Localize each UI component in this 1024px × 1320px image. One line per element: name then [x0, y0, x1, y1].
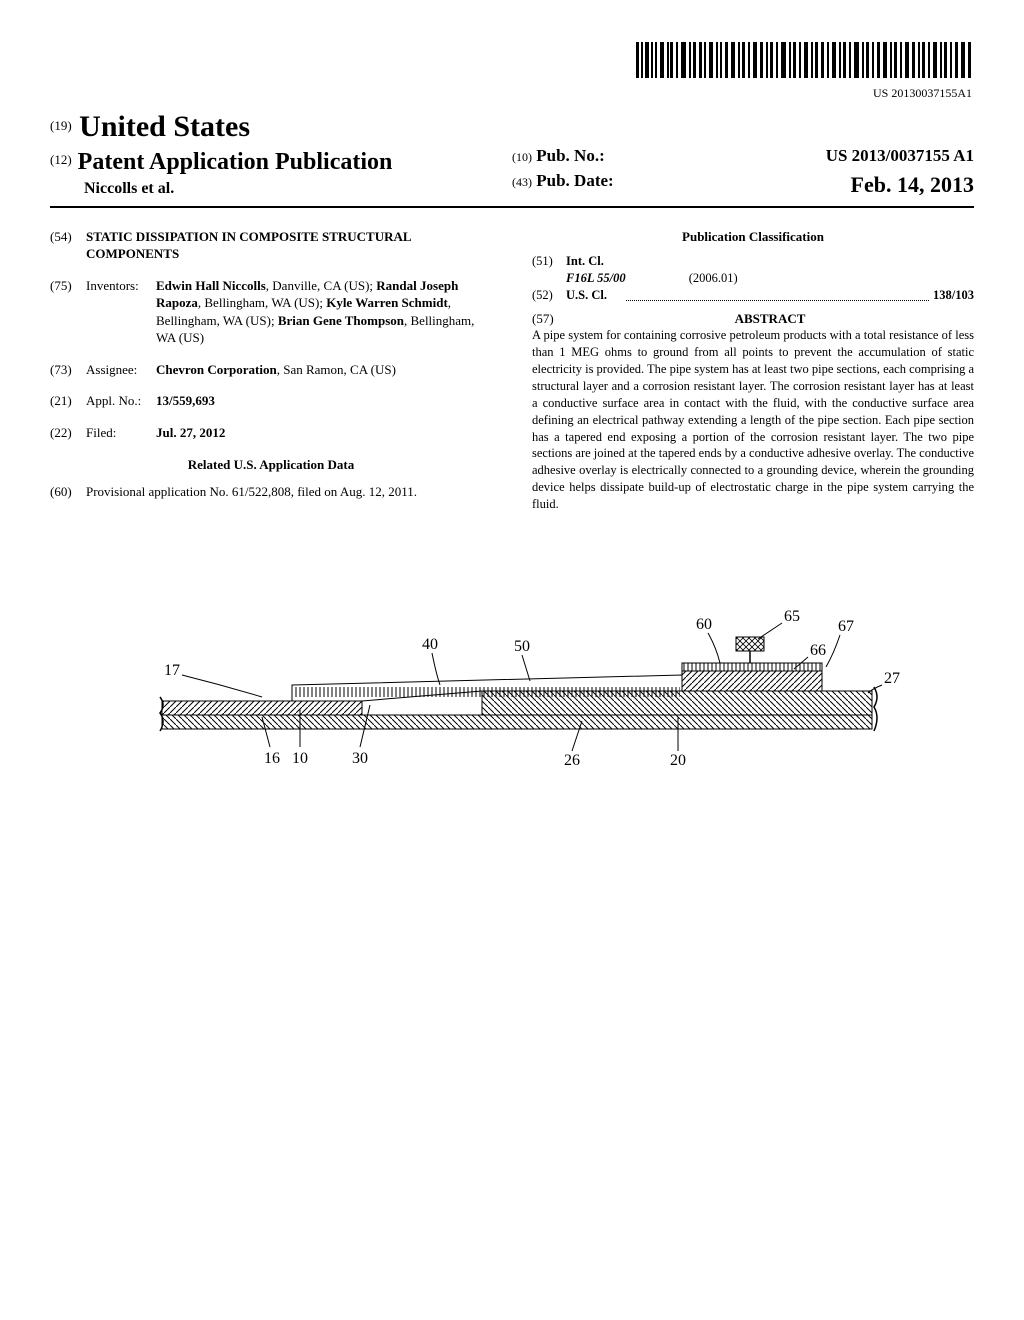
svg-text:65: 65	[784, 608, 800, 625]
int-cl-content: Int. Cl. F16L 55/00 (2006.01)	[566, 253, 974, 287]
figure: 17 16 10 30 40 50 26 20 60	[50, 575, 974, 800]
label-21: Appl. No.:	[86, 392, 156, 410]
figure-svg: 17 16 10 30 40 50 26 20 60	[122, 575, 902, 795]
ipc: F16L 55/00	[566, 271, 626, 285]
prefix-43: (43)	[512, 175, 532, 189]
doc-type-line: (12) Patent Application Publication	[50, 146, 512, 178]
provisional: Provisional application No. 61/522,808, …	[86, 483, 492, 501]
barcode-region: US 20130037155A1	[50, 40, 974, 101]
prefix-12: (12)	[50, 152, 72, 167]
uscl: 138/103	[933, 287, 974, 304]
pubno-line: (10) Pub. No.: US 2013/0037155 A1	[512, 145, 974, 168]
field-73: (73) Assignee: Chevron Corporation, San …	[50, 361, 492, 379]
us-cl-content: U.S. Cl. 138/103	[566, 287, 974, 304]
svg-text:30: 30	[352, 750, 368, 767]
svg-text:66: 66	[810, 642, 826, 659]
prefix-10: (10)	[512, 150, 532, 164]
barcode-svg	[634, 40, 974, 80]
field-22: (22) Filed: Jul. 27, 2012	[50, 424, 492, 442]
svg-text:60: 60	[696, 616, 712, 633]
doc-type: Patent Application Publication	[78, 149, 393, 175]
svg-text:50: 50	[514, 638, 530, 655]
classif-heading: Publication Classification	[532, 228, 974, 246]
field-60: (60) Provisional application No. 61/522,…	[50, 483, 492, 501]
svg-text:67: 67	[838, 618, 854, 635]
num-52: (52)	[532, 287, 566, 304]
svg-text:26: 26	[564, 752, 580, 769]
label-73: Assignee:	[86, 361, 156, 379]
num-75: (75)	[50, 277, 86, 347]
label-22: Filed:	[86, 424, 156, 442]
inventors: Edwin Hall Niccolls, Danville, CA (US); …	[156, 277, 492, 347]
country: United States	[79, 110, 250, 143]
abstract-label: ABSTRACT	[566, 310, 974, 328]
header-left: (19) United States (12) Patent Applicati…	[50, 107, 512, 199]
svg-text:40: 40	[422, 636, 438, 653]
num-22: (22)	[50, 424, 86, 442]
num-57: (57)	[532, 310, 566, 328]
field-75: (75) Inventors: Edwin Hall Niccolls, Dan…	[50, 277, 492, 347]
barcode: US 20130037155A1	[634, 40, 974, 101]
pubdate-line: (43) Pub. Date: Feb. 14, 2013	[512, 170, 974, 200]
prefix-19: (19)	[50, 118, 72, 133]
num-54: (54)	[50, 228, 86, 263]
assignee: Chevron Corporation, San Ramon, CA (US)	[156, 361, 492, 379]
applno: 13/559,693	[156, 392, 492, 410]
barcode-number: US 20130037155A1	[634, 85, 972, 101]
header-right: (10) Pub. No.: US 2013/0037155 A1 (43) P…	[512, 145, 974, 200]
abstract-text: A pipe system for containing corrosive p…	[532, 327, 974, 513]
label-52: U.S. Cl.	[566, 287, 622, 304]
field-51: (51) Int. Cl. F16L 55/00 (2006.01)	[532, 253, 974, 287]
body-columns: (54) STATIC DISSIPATION IN COMPOSITE STR…	[50, 228, 974, 515]
field-21: (21) Appl. No.: 13/559,693	[50, 392, 492, 410]
related-heading: Related U.S. Application Data	[50, 456, 492, 474]
pubdate: Feb. 14, 2013	[851, 170, 974, 200]
svg-text:17: 17	[164, 662, 180, 679]
ipc-line: F16L 55/00 (2006.01)	[566, 270, 974, 287]
right-column: Publication Classification (51) Int. Cl.…	[532, 228, 974, 515]
num-21: (21)	[50, 392, 86, 410]
num-73: (73)	[50, 361, 86, 379]
num-51: (51)	[532, 253, 566, 287]
header-rule	[50, 206, 974, 208]
pubno-label: Pub. No.:	[536, 146, 604, 165]
authors-short: Niccolls et al.	[50, 178, 512, 200]
field-52: (52) U.S. Cl. 138/103	[532, 287, 974, 304]
uscl-dots	[626, 290, 929, 301]
label-75: Inventors:	[86, 277, 156, 347]
pubdate-label: Pub. Date:	[536, 171, 613, 190]
field-54: (54) STATIC DISSIPATION IN COMPOSITE STR…	[50, 228, 492, 263]
num-60: (60)	[50, 483, 86, 501]
pubno: US 2013/0037155 A1	[826, 145, 974, 168]
title: STATIC DISSIPATION IN COMPOSITE STRUCTUR…	[86, 228, 492, 263]
field-57: (57) ABSTRACT	[532, 310, 974, 328]
country-line: (19) United States	[50, 107, 512, 148]
left-column: (54) STATIC DISSIPATION IN COMPOSITE STR…	[50, 228, 492, 515]
filed: Jul. 27, 2012	[156, 424, 492, 442]
svg-text:20: 20	[670, 752, 686, 769]
svg-text:16: 16	[264, 750, 280, 767]
svg-text:27: 27	[884, 670, 900, 687]
svg-text:10: 10	[292, 750, 308, 767]
ipc-version: (2006.01)	[689, 270, 738, 287]
header: (19) United States (12) Patent Applicati…	[50, 107, 974, 199]
label-51: Int. Cl.	[566, 253, 622, 270]
